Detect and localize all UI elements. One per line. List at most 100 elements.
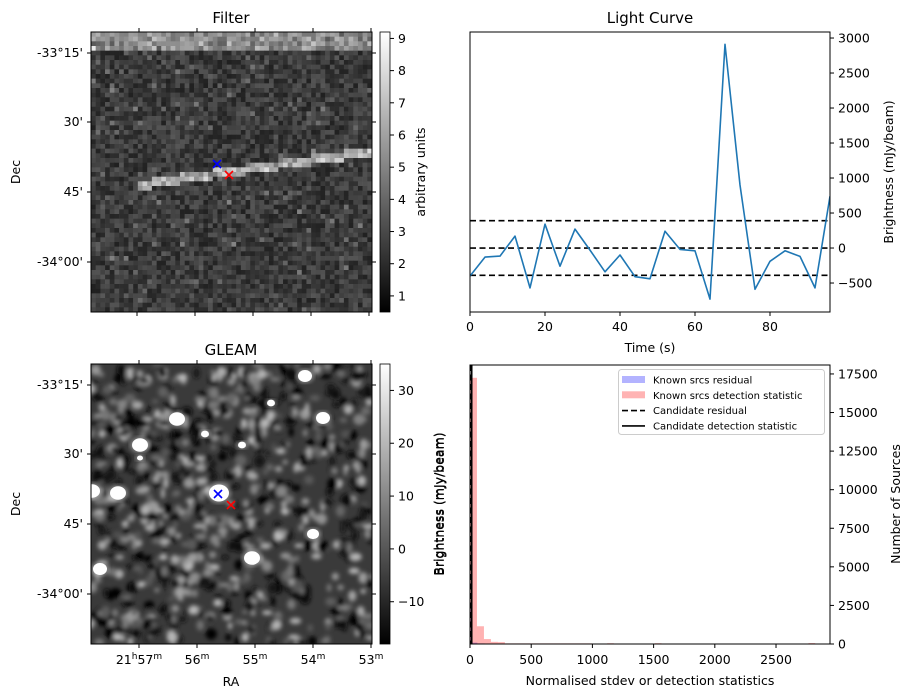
gleam-noise-blob (184, 461, 195, 467)
filter-pixel (329, 181, 335, 187)
filter-pixel (301, 158, 307, 163)
filter-pixel (315, 139, 321, 145)
filter-pixel (334, 158, 340, 163)
gleam-noise-blob (169, 618, 179, 630)
filter-pixel (109, 181, 115, 187)
filter-pixel (226, 237, 232, 243)
filter-pixel (151, 260, 157, 266)
filter-pixel (259, 256, 265, 261)
filter-pixel (133, 242, 139, 247)
filter-pixel (179, 116, 185, 121)
filter-pixel (268, 111, 274, 117)
filter-pixel (339, 200, 345, 205)
filter-pixel (329, 153, 335, 159)
filter-pixel (367, 120, 372, 126)
filter-pixel (283, 167, 288, 173)
gleam-noise-blob (365, 399, 372, 406)
legend-label: Candidate residual (653, 406, 747, 417)
filter-pixel (142, 60, 148, 65)
filter-pixel (315, 242, 321, 247)
filter-pixel (105, 298, 111, 303)
gleam-noise-blob (340, 430, 350, 439)
filter-pixel (226, 270, 232, 275)
filter-pixel (184, 251, 190, 257)
filter-pixel (250, 284, 256, 289)
gleam-noise-blob (256, 400, 266, 409)
filter-pixel (283, 130, 288, 135)
filter-pixel (292, 307, 298, 312)
filter-pixel (170, 242, 176, 247)
gleam-noise-blob (364, 621, 372, 630)
gleam-noise-blob (242, 368, 247, 379)
filter-pixel (142, 288, 148, 294)
filter-pixel (367, 214, 372, 219)
filter-pixel (343, 153, 349, 159)
light-curve-ytick-label: 2500 (838, 66, 870, 81)
filter-pixel (156, 284, 162, 289)
filter-pixel (175, 106, 181, 112)
gleam-noise-blob (294, 543, 304, 548)
filter-pixel (357, 74, 363, 79)
filter-pixel (142, 144, 148, 149)
filter-pixel (250, 36, 256, 42)
filter-pixel (203, 195, 209, 201)
filter-pixel (165, 116, 171, 121)
filter-pixel (91, 228, 96, 233)
filter-pixel (236, 97, 242, 103)
filter-pixel (151, 172, 157, 177)
filter-pixel (362, 144, 368, 149)
filter-pixel (297, 106, 303, 112)
filter-pixel (222, 279, 228, 285)
filter-pixel (91, 200, 96, 205)
filter-pixel (339, 74, 345, 79)
filter-pixel (362, 288, 368, 294)
filter-pixel (100, 260, 106, 266)
filter-pixel (287, 97, 293, 103)
filter-pixel (194, 144, 200, 149)
filter-pixel (142, 162, 148, 168)
filter-pixel (357, 246, 363, 252)
filter-pixel (367, 260, 372, 266)
filter-pixel (175, 274, 181, 280)
filter-pixel (217, 153, 223, 159)
gleam-noise-blob (131, 627, 141, 638)
filter-pixel (156, 130, 162, 135)
filter-pixel (367, 106, 372, 112)
filter-pixel (133, 172, 139, 177)
histogram-xlabel: Normalised stdev or detection statistics (526, 673, 775, 688)
filter-pixel (142, 200, 148, 205)
filter-pixel (301, 120, 307, 126)
gleam-yticks: -33°15'30'45'-34°00' (37, 377, 376, 601)
filter-pixel (245, 148, 251, 154)
filter-pixel (268, 176, 274, 182)
gleam-noise-blob (359, 438, 368, 451)
filter-pixel (208, 125, 214, 131)
filter-pixel (334, 148, 340, 154)
gleam-source (316, 412, 330, 424)
filter-pixel (320, 148, 326, 154)
filter-pixel (95, 195, 101, 201)
filter-pixel (123, 120, 129, 126)
filter-pixel (142, 46, 148, 51)
filter-pixel (203, 134, 209, 140)
filter-pixel (151, 270, 157, 275)
gleam-noise-blob (107, 567, 117, 577)
filter-pixel (198, 111, 204, 117)
filter-pixel (212, 186, 218, 191)
filter-pixel (320, 256, 326, 261)
filter-pixel (329, 237, 335, 243)
filter-pixel (250, 120, 256, 126)
filter-pixel (362, 106, 368, 112)
filter-pixel (306, 302, 312, 308)
filter-pixel (353, 307, 359, 312)
filter-pixel (119, 41, 125, 47)
filter-pixel (306, 242, 312, 247)
filter-pixel (105, 214, 111, 219)
filter-pixel (170, 288, 176, 294)
filter-pixel (306, 279, 312, 285)
filter-pixel (334, 162, 340, 168)
filter-pixel (95, 293, 101, 299)
gleam-noise-blob (264, 451, 271, 455)
filter-pixel (278, 32, 284, 37)
filter-pixel (165, 120, 171, 126)
